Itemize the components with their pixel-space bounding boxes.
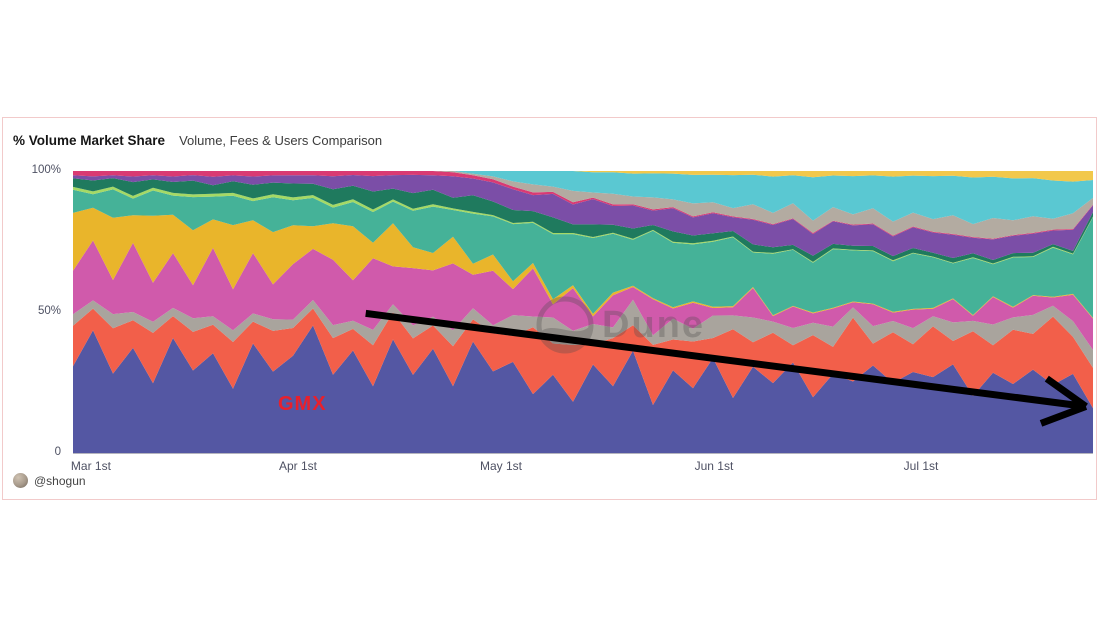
chart-subtitle: Volume, Fees & Users Comparison [179,133,383,148]
x-tick-label: Jul 1st [903,459,939,473]
author-handle[interactable]: @shogun [34,473,86,488]
area-series-unlabeled-lightgreen [73,186,1093,265]
x-tick-label: Mar 1st [70,459,111,473]
x-tick-label: Jun 1st [694,459,734,473]
area-series-unlabeled-teal [73,189,1093,318]
area-series-unlabeled-topyellow [73,171,1093,182]
author-row: @shogun [13,473,86,488]
area-series-unlabeled-crimson [73,171,1093,240]
chart-title: % Volume Market Share [13,133,166,148]
chart-card: % Volume Market Share Volume, Fees & User… [2,117,1097,500]
author-avatar-icon [13,473,28,488]
y-tick-label: 50% [37,305,61,317]
area-series-unlabeled-cyan [73,171,1093,225]
area-series-unlabeled-magenta [73,240,1093,350]
y-tick-label: 100% [31,164,61,176]
y-tick-label: 0 [54,446,61,458]
x-axis-line [73,453,1093,454]
x-tick-label: Apr 1st [278,459,317,473]
area-series-unlabeled-purple [73,174,1093,260]
area-series-unlabeled-gray-upper [73,171,1093,239]
plot-area: 100% 50% 0 Mar 1st Apr 1st May 1st Jun 1st Jul… [32,164,1093,473]
x-tick-label: May 1st [479,459,522,473]
stacked-area-chart [73,171,1093,453]
chart-header: % Volume Market Share Volume, Fees & User… [13,132,382,150]
area-series-unlabeled-darkgreen [73,178,1093,264]
gmx-annotation-label: GMX [278,393,327,415]
area-series-unlabeled-gold [73,207,1093,319]
